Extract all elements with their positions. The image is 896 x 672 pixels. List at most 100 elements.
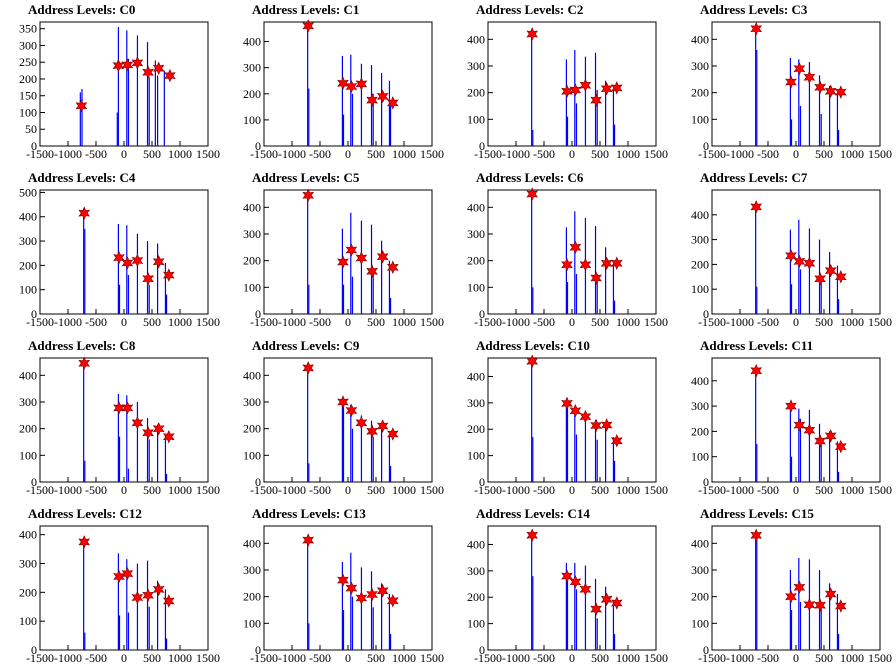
- peak-star-marker: [376, 584, 389, 598]
- x-tick-label: 500: [591, 147, 609, 161]
- y-tick-label: 300: [243, 563, 261, 577]
- x-tick-label: -1000: [502, 147, 530, 161]
- x-tick-label: 1500: [868, 147, 892, 161]
- x-tick-label: -500: [757, 147, 779, 161]
- peak-star-marker: [152, 254, 165, 269]
- chart-title: Address Levels: C4: [28, 170, 136, 185]
- y-tick-label: 200: [243, 87, 261, 101]
- y-tick-label: 300: [691, 563, 709, 577]
- x-tick-label: 500: [591, 483, 609, 497]
- plot-frame: [39, 189, 209, 315]
- plot-frame: [487, 21, 657, 147]
- chart-title: Address Levels: C1: [252, 2, 359, 17]
- y-tick-label: 0: [703, 307, 709, 321]
- peak-star-marker: [386, 593, 399, 608]
- peak-star-marker: [142, 65, 154, 80]
- x-tick-label: 1500: [868, 315, 892, 329]
- peak-star-marker: [793, 254, 806, 269]
- peak-star-marker: [78, 535, 91, 549]
- x-tick-label: -1500: [250, 651, 278, 665]
- peak-star-marker: [164, 68, 176, 83]
- chart-panel-3: Address Levels: C3 0 100 200 300 400 -1500 -100…: [691, 2, 892, 161]
- x-tick-label: -1000: [54, 315, 82, 329]
- peak-star-marker: [803, 70, 816, 84]
- y-tick-label: 100: [243, 448, 261, 462]
- y-tick-label: 100: [691, 282, 709, 296]
- x-tick-label: 1500: [644, 147, 668, 161]
- x-tick-label: 0: [345, 147, 351, 161]
- x-tick-label: 1000: [616, 483, 640, 497]
- peak-star-marker: [355, 416, 368, 430]
- y-tick-label: 0: [703, 475, 709, 489]
- peak-star-marker: [162, 429, 175, 444]
- chart-title: Address Levels: C7: [700, 170, 808, 185]
- x-tick-label: -500: [533, 147, 555, 161]
- y-tick-label: 0: [31, 139, 37, 153]
- peak-star-marker: [337, 573, 349, 587]
- x-tick-label: 1000: [168, 483, 192, 497]
- y-tick-label: 200: [467, 86, 485, 100]
- y-tick-label: 400: [691, 208, 709, 222]
- x-tick-label: 500: [143, 147, 161, 161]
- y-tick-label: 100: [467, 449, 485, 463]
- x-tick-label: 1000: [168, 147, 192, 161]
- peak-star-marker: [302, 19, 315, 33]
- y-tick-label: 100: [243, 616, 261, 630]
- chart-panel-13: Address Levels: C13 0 100 200 300 400 -1500 -10…: [243, 506, 444, 665]
- peak-star-marker: [814, 434, 826, 448]
- peak-star-marker: [131, 590, 144, 605]
- peak-star-marker: [785, 75, 797, 89]
- y-tick-label: 100: [467, 280, 485, 294]
- chart-panel-8: Address Levels: C8 0 100 200 300 400 -1500 -100…: [19, 338, 220, 497]
- chart-panel-11: Address Levels: C11 0 100 200 300 400 -1500 -10…: [691, 338, 892, 497]
- peak-star-marker: [579, 257, 592, 272]
- peak-star-marker: [750, 21, 763, 36]
- x-tick-label: 0: [793, 651, 799, 665]
- y-tick-label: 300: [691, 233, 709, 247]
- y-tick-label: 200: [243, 254, 261, 268]
- x-tick-label: 1500: [644, 315, 668, 329]
- x-tick-label: -1500: [474, 651, 502, 665]
- peak-star-marker: [162, 268, 175, 282]
- x-tick-label: 0: [121, 315, 127, 329]
- y-tick-label: 300: [19, 38, 37, 52]
- peak-star-marker: [579, 409, 592, 424]
- y-tick-label: 400: [467, 32, 485, 46]
- peak-star-marker: [113, 250, 125, 265]
- x-tick-label: -1000: [54, 483, 82, 497]
- peak-star-marker: [131, 416, 144, 430]
- y-tick-label: 150: [19, 89, 37, 103]
- y-tick-label: 0: [703, 643, 709, 657]
- chart-panel-2: Address Levels: C2 0 100 200 300 400 -1500 -100…: [467, 2, 668, 161]
- peak-star-marker: [750, 200, 763, 214]
- y-tick-label: 100: [19, 105, 37, 119]
- y-tick-label: 200: [467, 422, 485, 436]
- peak-star-marker: [366, 424, 378, 439]
- x-tick-label: 0: [121, 651, 127, 665]
- x-tick-label: 1000: [392, 483, 416, 497]
- y-tick-label: 400: [19, 210, 37, 224]
- peak-star-marker: [142, 271, 154, 286]
- peak-star-marker: [785, 248, 797, 263]
- x-tick-label: -1500: [250, 315, 278, 329]
- x-tick-label: 1500: [420, 147, 444, 161]
- peak-star-marker: [75, 99, 88, 113]
- x-tick-label: 1000: [392, 315, 416, 329]
- chart-title: Address Levels: C5: [252, 170, 360, 185]
- x-tick-label: 0: [569, 315, 575, 329]
- peak-star-marker: [386, 96, 399, 110]
- y-tick-label: 400: [243, 200, 261, 214]
- x-tick-label: -500: [85, 651, 107, 665]
- peak-star-marker: [834, 599, 847, 613]
- x-tick-label: 1000: [616, 147, 640, 161]
- x-tick-label: -1500: [698, 315, 726, 329]
- y-tick-label: 300: [19, 395, 37, 409]
- y-tick-label: 400: [467, 369, 485, 383]
- y-tick-label: 100: [691, 616, 709, 630]
- peak-star-marker: [121, 58, 134, 72]
- peak-star-marker: [345, 243, 358, 257]
- peak-star-marker: [785, 399, 797, 413]
- x-tick-label: -1500: [26, 651, 54, 665]
- x-tick-label: 500: [367, 315, 385, 329]
- x-tick-label: 1000: [168, 651, 192, 665]
